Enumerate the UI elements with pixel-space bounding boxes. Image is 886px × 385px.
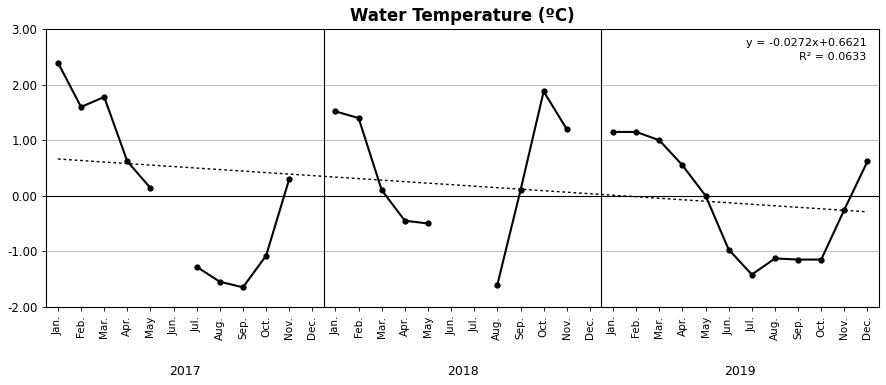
Title: Water Temperature (ºC): Water Temperature (ºC) [350,7,575,25]
Text: 2019: 2019 [725,365,756,378]
Text: y = -0.0272x+0.6621
R² = 0.0633: y = -0.0272x+0.6621 R² = 0.0633 [746,38,867,62]
Text: 2018: 2018 [447,365,478,378]
Text: 2017: 2017 [169,365,201,378]
